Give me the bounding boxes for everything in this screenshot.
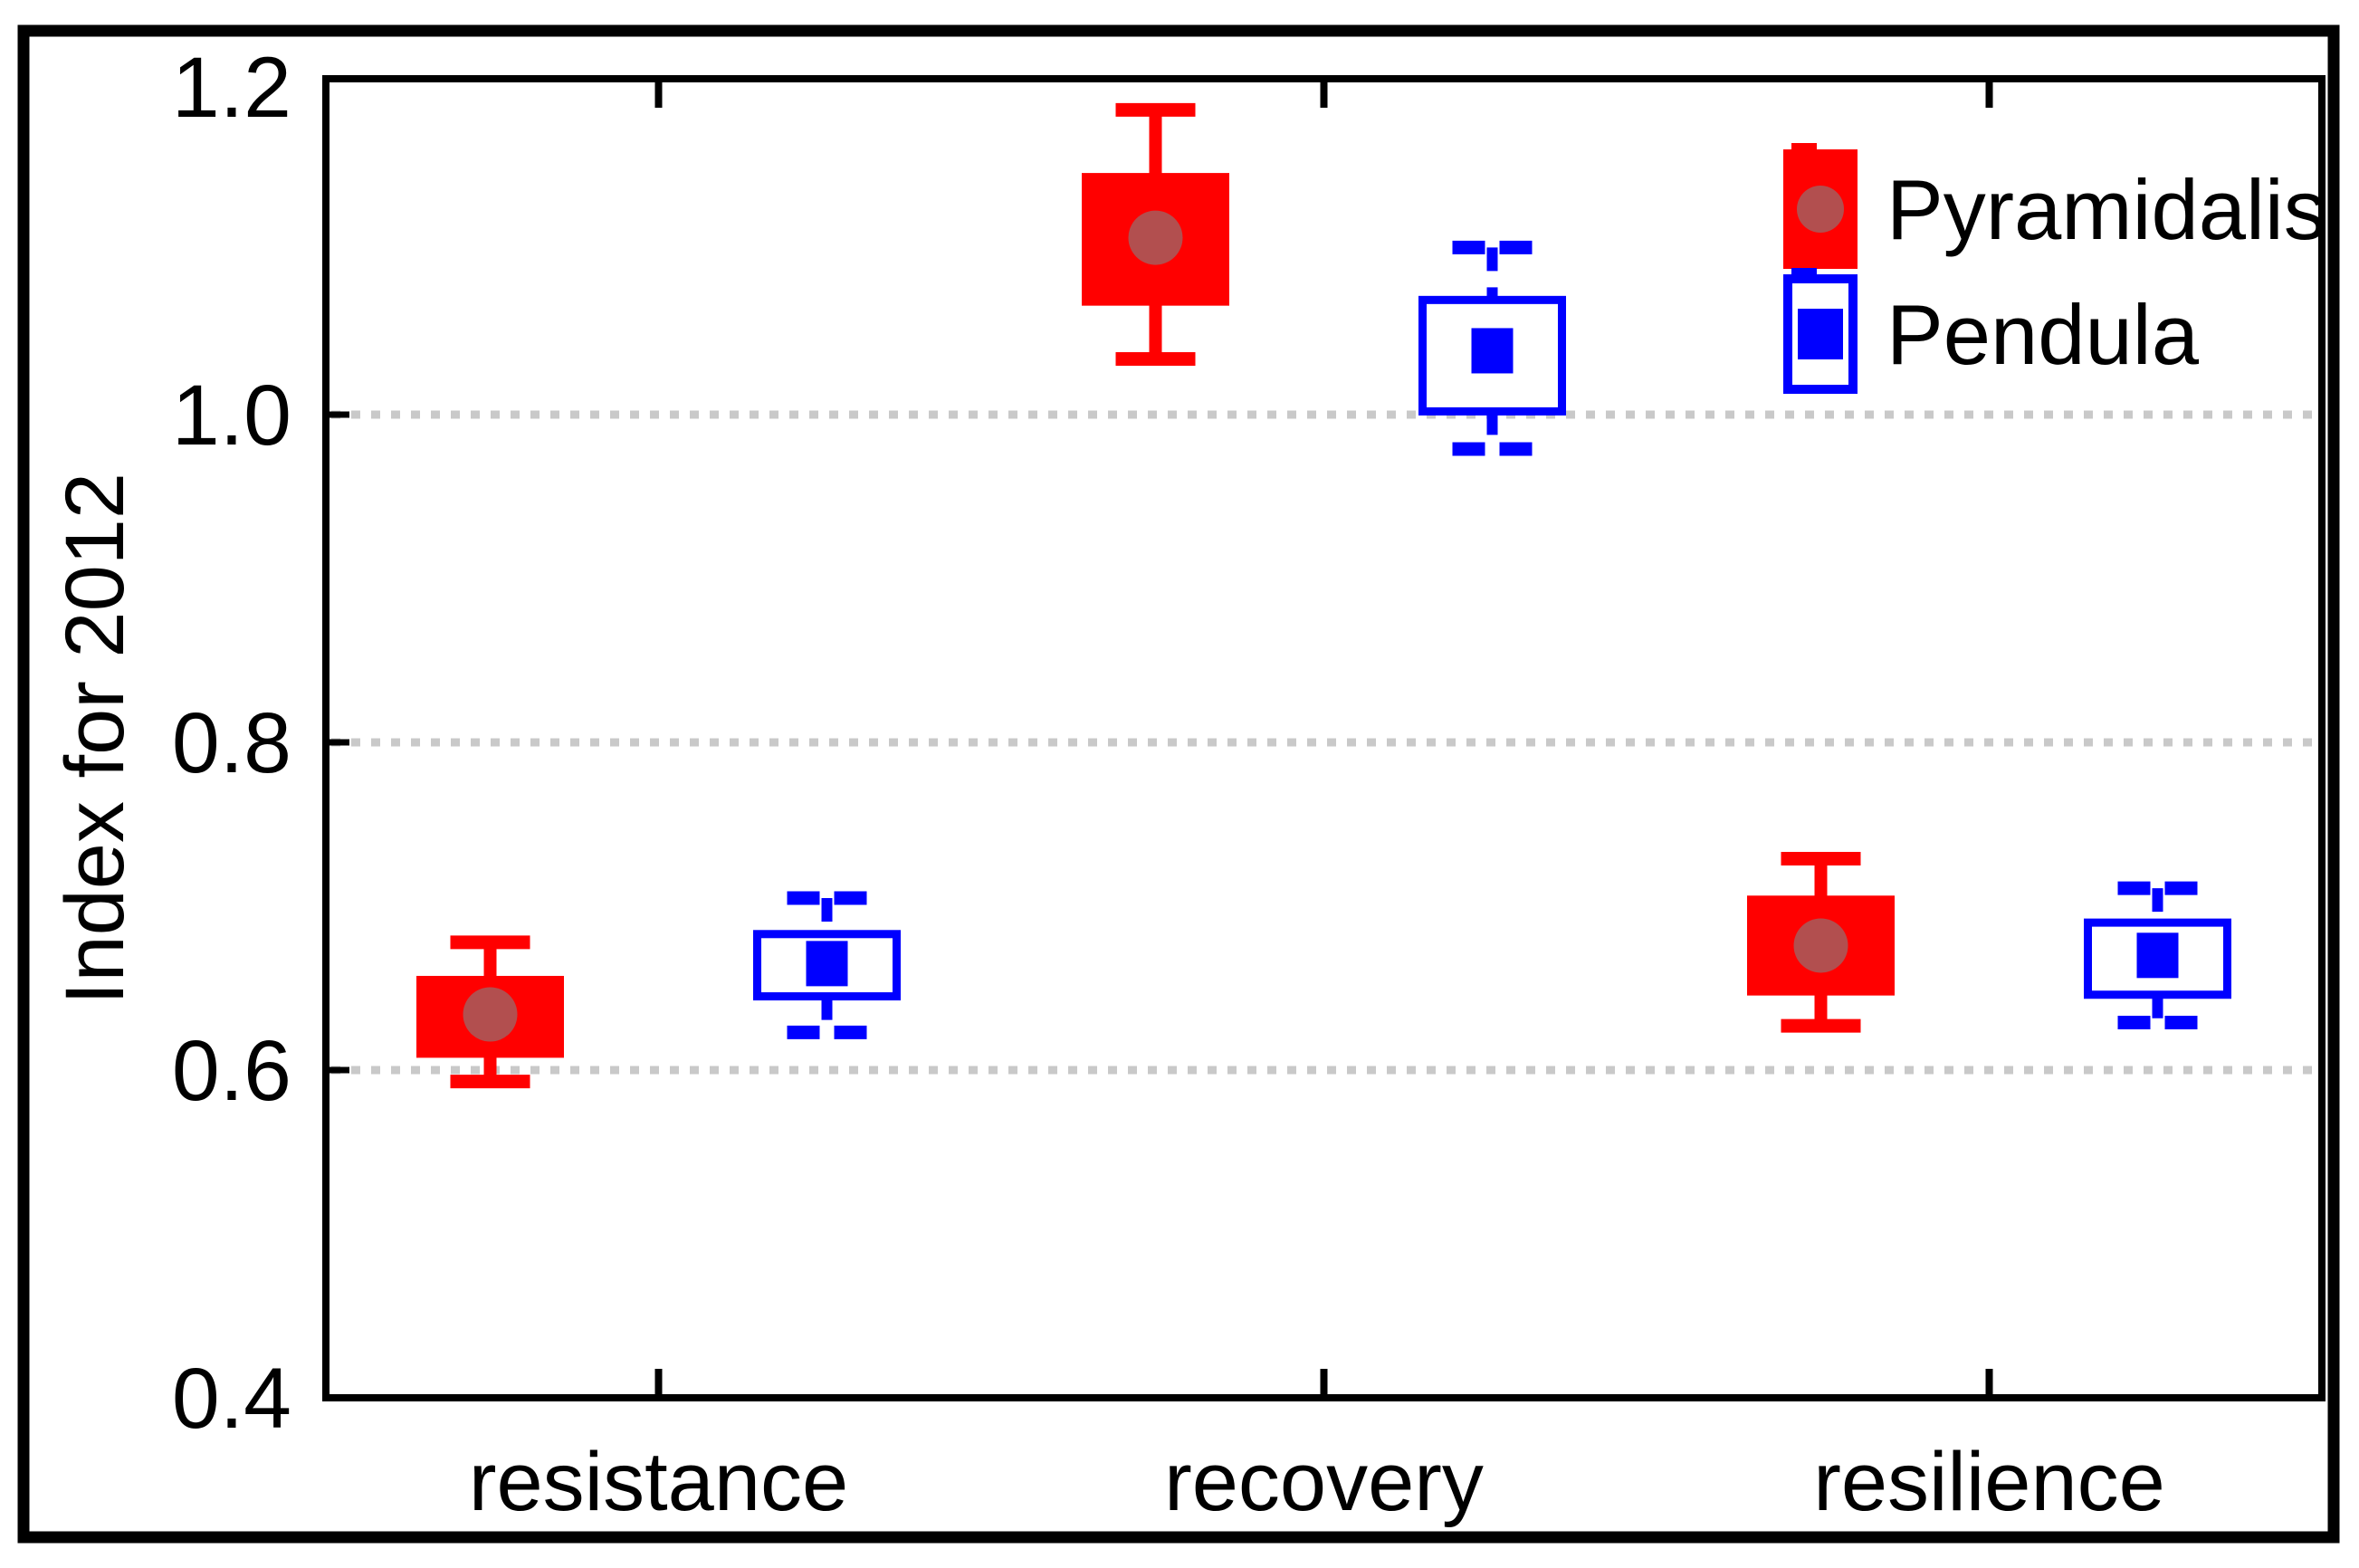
x-category-label-recovery: recovery <box>1164 1436 1484 1528</box>
median-marker-pyramidalis-recovery <box>1128 210 1183 265</box>
plot-area: 1.2 1.0 0.8 0.6 0.4 resistance recovery resilie… <box>172 40 2326 1528</box>
median-marker-pendula-resistance <box>806 941 848 987</box>
legend-label-pendula: Pendula <box>1886 287 2200 382</box>
median-marker-pyramidalis-resilience <box>1793 918 1848 973</box>
y-tick-label-0.4: 0.4 <box>172 1351 291 1447</box>
y-tick-label-1: 1.0 <box>172 368 291 464</box>
y-tick-label-0.6: 0.6 <box>172 1023 291 1119</box>
y-axis-title: Index for 2012 <box>49 473 141 1005</box>
x-category-label-resilience: resilience <box>1813 1436 2165 1528</box>
legend-label-pyramidalis: Pyramidalis <box>1886 162 2326 257</box>
legend-marker-pyramidalis <box>1797 186 1844 233</box>
median-marker-pendula-resilience <box>2136 932 2179 979</box>
y-tick-label-0.8: 0.8 <box>172 695 291 791</box>
median-marker-pendula-recovery <box>1471 328 1514 374</box>
plot-frame <box>322 75 2326 1401</box>
y-tick-label-1.2: 1.2 <box>172 40 291 136</box>
median-marker-pyramidalis-resistance <box>463 987 518 1042</box>
box-pendula-recovery <box>1418 295 1566 416</box>
figure-border <box>17 24 2340 1544</box>
x-category-label-resistance: resistance <box>469 1436 848 1528</box>
legend-marker-pendula <box>1798 309 1843 359</box>
